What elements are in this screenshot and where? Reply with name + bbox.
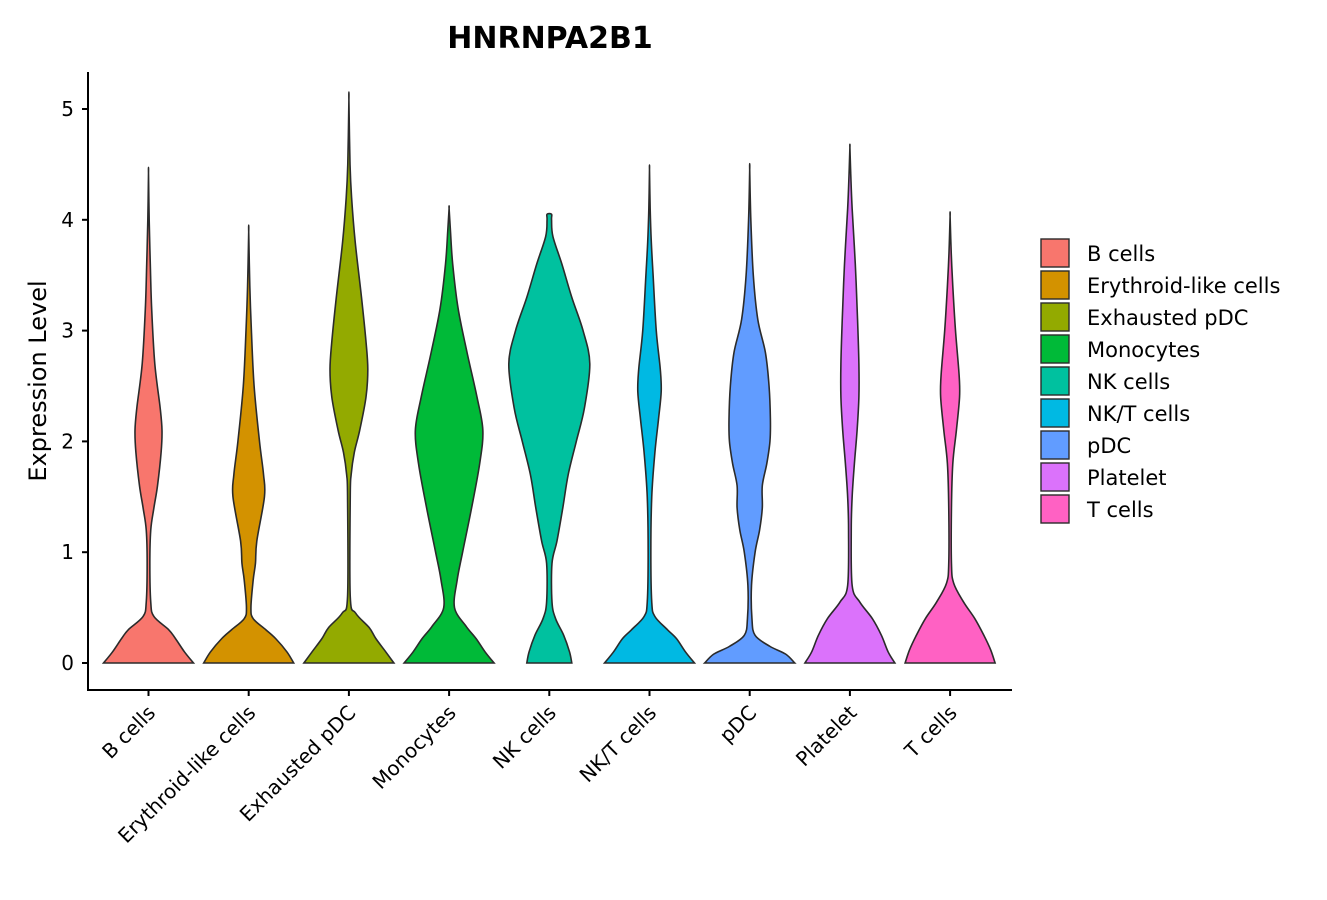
y-tick-label: 0 [61,651,74,675]
legend-label-pdc: pDC [1087,434,1131,458]
legend-key-monocytes [1040,334,1070,364]
y-tick-label: 3 [61,319,74,343]
x-tick-label-platelet: Platelet [791,700,862,771]
x-tick-label-nk-t-cells: NK/T cells [575,701,661,787]
legend-label-platelet: Platelet [1087,466,1167,490]
y-tick-label: 4 [61,208,74,232]
violin-monocytes [402,205,496,664]
violin-pdc [702,162,797,664]
legend-label-t-cells: T cells [1086,498,1154,522]
violins-group [101,91,997,664]
y-tick-label: 2 [61,429,74,453]
legend-key-pdc [1040,430,1070,460]
legend-label-exhausted-pdc: Exhausted pDC [1087,306,1248,330]
y-axis-label: Expression Level [24,280,52,481]
legend-key-b-cells [1040,238,1070,268]
y-tick-label: 5 [61,97,74,121]
legend-label-monocytes: Monocytes [1087,338,1200,362]
x-tick-label-pdc: pDC [715,701,762,748]
legend-label-nk-cells: NK cells [1087,370,1170,394]
legend-key-t-cells [1040,494,1070,524]
legend-label-b-cells: B cells [1087,242,1155,266]
violin-t-cells [903,211,997,664]
x-tick-label-monocytes: Monocytes [367,701,460,794]
x-tick-label-t-cells: T cells [899,701,962,764]
legend-label-erythroid-like-cells: Erythroid-like cells [1087,274,1280,298]
legend-key-nk-cells [1040,366,1070,396]
violin-exhausted-pdc [302,91,396,664]
violin-nk-t-cells [602,164,697,664]
x-tick-label-nk-cells: NK cells [488,701,561,774]
chart-title: HNRNPA2B1 [447,21,653,56]
violin-platelet [803,143,897,664]
legend-label-nk-t-cells: NK/T cells [1087,402,1190,426]
legend-key-erythroid-like-cells [1040,270,1070,300]
legend-key-platelet [1040,462,1070,492]
legend-key-exhausted-pdc [1040,302,1070,332]
y-tick-label: 1 [61,540,74,564]
violin-erythroid-like-cells [202,224,296,664]
legend: B cells Erythroid-like cells Exhausted pDC… [1040,238,1280,524]
violin-b-cells [101,166,196,664]
violin-nk-cells [507,212,591,664]
legend-key-nk-t-cells [1040,398,1070,428]
x-tick-label-b-cells: B cells [97,701,160,764]
